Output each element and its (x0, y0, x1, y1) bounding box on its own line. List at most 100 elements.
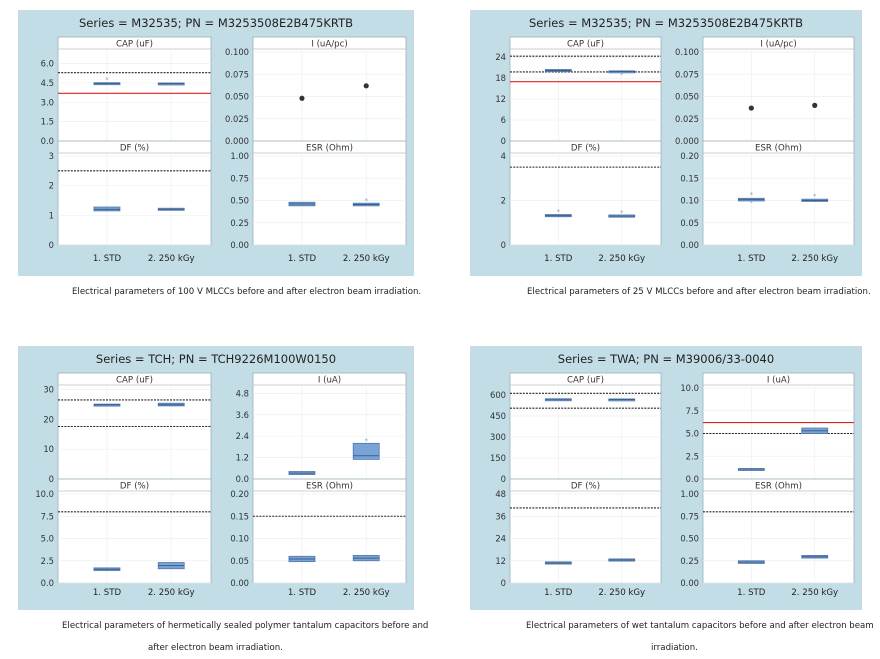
y-tick-label: 0.10 (230, 534, 249, 544)
y-tick-label: 6.0 (41, 59, 54, 69)
panel-frame (702, 372, 855, 480)
panel-title: CAP (uF) (567, 40, 604, 50)
y-tick-label: 0 (49, 474, 54, 484)
x-category-label: 2. 250 kGy (343, 588, 390, 598)
y-tick-label: 0.050 (225, 92, 249, 102)
x-category-label: 1. STD (544, 588, 573, 598)
y-tick-label: 0.0 (41, 578, 54, 588)
figure-title: Series = TCH; PN = TCH9226M100W0150 (95, 352, 337, 366)
x-category-label: 2. 250 kGy (598, 588, 645, 598)
figure-caption-2: Electrical parameters of 25 V MLCCs befo… (527, 281, 877, 303)
panel-frame (57, 140, 212, 246)
outlier-marker: * (557, 208, 561, 216)
y-tick-label: 0.00 (230, 578, 249, 588)
panel-frame (509, 140, 662, 246)
panel-title: I (uA/pc) (760, 40, 796, 50)
y-tick-label: 0.000 (225, 136, 249, 146)
x-category-label: 2. 250 kGy (791, 254, 838, 264)
y-tick-label: 2.4 (236, 431, 249, 441)
panel-frame (252, 478, 407, 584)
y-tick-label: 30 (43, 384, 54, 394)
figure-caption-3: Electrical parameters of hermetically se… (62, 615, 442, 659)
figure-panel-1: Series = M32535; PN = M3253508E2B475KRTB… (18, 10, 414, 276)
x-category-label: 2. 250 kGy (791, 588, 838, 598)
y-tick-label: 0.05 (680, 218, 699, 228)
y-tick-label: 0.0 (236, 474, 249, 484)
y-tick-label: 10.0 (35, 489, 54, 499)
panel-title: CAP (uF) (116, 40, 153, 50)
caption-line: after electron beam irradiation. (148, 643, 283, 653)
caption-line: Electrical parameters of 100 V MLCCs bef… (72, 287, 422, 297)
y-tick-label: 4.8 (236, 388, 249, 398)
figure-panel-3: Series = TCH; PN = TCH9226M100W0150 CAP … (18, 346, 414, 610)
figure-title: Series = M32535; PN = M3253508E2B475KRTB (528, 16, 803, 30)
y-tick-label: 2 (501, 196, 506, 206)
data-point (299, 95, 305, 101)
panel-frame (57, 372, 212, 480)
panel-frame (702, 478, 855, 584)
outlier-marker: * (364, 197, 368, 205)
y-tick-label: 0.000 (675, 136, 699, 146)
outlier-marker: * (813, 193, 817, 201)
panel-frame (702, 36, 855, 142)
outlier-marker: * (750, 191, 754, 199)
y-tick-label: 1.00 (230, 151, 249, 161)
panel-frame (252, 372, 407, 480)
panel-title: ESR (Ohm) (306, 144, 353, 154)
y-tick-label: 2.5 (41, 556, 54, 566)
panel-frame (252, 36, 407, 142)
panel-title: ESR (Ohm) (755, 144, 802, 154)
y-tick-label: 0.05 (230, 556, 249, 566)
outlier-marker: * (620, 71, 624, 79)
y-tick-label: 4 (501, 151, 506, 161)
y-tick-label: 0.025 (675, 114, 699, 124)
panel-title: DF (%) (571, 482, 600, 492)
y-tick-label: 2.5 (686, 451, 699, 461)
y-tick-label: 450 (490, 411, 506, 421)
y-tick-label: 0 (501, 136, 506, 146)
y-tick-label: 5.0 (41, 534, 54, 544)
y-tick-label: 18 (495, 73, 506, 83)
y-tick-label: 0 (49, 240, 54, 250)
y-tick-label: 0.00 (230, 240, 249, 250)
x-category-label: 2. 250 kGy (343, 254, 390, 264)
y-tick-label: 300 (490, 432, 506, 442)
outlier-marker: * (750, 199, 754, 207)
y-tick-label: 0 (501, 578, 506, 588)
y-tick-label: 600 (490, 390, 506, 400)
panel-frame (509, 478, 662, 584)
x-category-label: 2. 250 kGy (148, 588, 195, 598)
figure-chart-svg: CAP (uF) 0 10 20 30 I (uA) 0.0 1.2 2.4 3.6 4.8 * DF … (35, 372, 407, 598)
figure-title: Series = TWA; PN = M39006/33-0040 (557, 352, 775, 366)
y-tick-label: 48 (495, 489, 506, 499)
y-tick-label: 0.075 (675, 69, 699, 79)
panel-title: ESR (Ohm) (755, 482, 802, 492)
x-category-label: 2. 250 kGy (148, 254, 195, 264)
figure-caption-1: Electrical parameters of 100 V MLCCs bef… (72, 281, 452, 303)
y-tick-label: 6 (501, 115, 506, 125)
figure-chart-svg: CAP (uF) 0 150 300 450 600 I (uA) 0.0 2.5 5.0 7.5 1… (490, 372, 855, 598)
y-tick-label: 0.00 (680, 240, 699, 250)
y-tick-label: 10 (43, 444, 54, 454)
y-tick-label: 0.25 (230, 218, 249, 228)
y-tick-label: 0.20 (230, 489, 249, 499)
y-tick-label: 0 (501, 474, 506, 484)
panel-title: ESR (Ohm) (306, 482, 353, 492)
y-tick-label: 0.100 (675, 47, 699, 57)
x-category-label: 1. STD (288, 254, 317, 264)
x-category-label: 1. STD (737, 254, 766, 264)
figure-panel-4: Series = TWA; PN = M39006/33-0040 CAP (u… (470, 346, 862, 610)
y-tick-label: 0.00 (680, 578, 699, 588)
x-category-label: 1. STD (288, 588, 317, 598)
panel-title: DF (%) (120, 482, 149, 492)
panel-title: CAP (uF) (567, 376, 604, 386)
y-tick-label: 0.050 (675, 92, 699, 102)
panel-frame (509, 36, 662, 142)
figure-title: Series = M32535; PN = M3253508E2B475KRTB (78, 16, 353, 30)
data-point (363, 83, 369, 89)
y-tick-label: 0.75 (230, 173, 249, 183)
x-category-label: 2. 250 kGy (598, 254, 645, 264)
panel-title: CAP (uF) (116, 376, 153, 386)
caption-line: irradiation. (651, 643, 698, 653)
y-tick-label: 0.075 (225, 69, 249, 79)
